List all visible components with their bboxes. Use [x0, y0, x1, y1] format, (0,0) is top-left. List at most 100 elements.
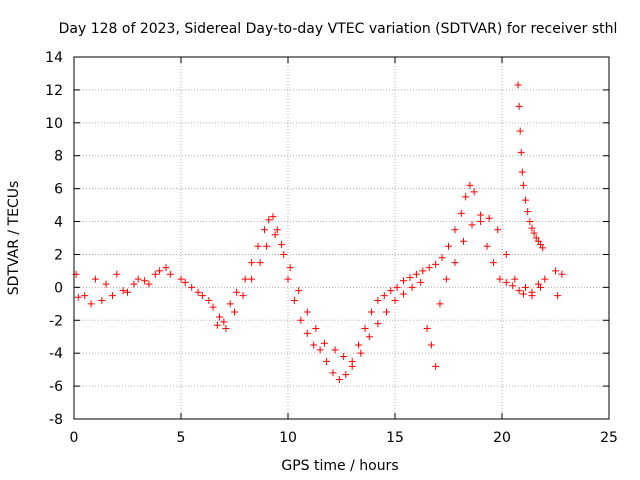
x-tick-label: 0	[70, 430, 79, 446]
y-tick-label: 12	[45, 83, 63, 99]
x-tick-label: 25	[600, 430, 618, 446]
data-point	[514, 81, 522, 89]
data-point	[526, 218, 534, 226]
data-point	[361, 325, 369, 332]
data-point	[271, 231, 279, 239]
data-point	[485, 214, 493, 222]
data-point	[109, 292, 117, 300]
data-point	[445, 242, 452, 250]
data-point	[335, 376, 343, 384]
data-point	[522, 196, 530, 204]
data-point	[320, 339, 328, 347]
y-tick-label: -8	[49, 412, 63, 428]
data-point	[342, 371, 350, 379]
data-point	[209, 303, 217, 311]
data-point	[380, 292, 388, 300]
data-point	[427, 341, 435, 349]
data-point	[329, 369, 337, 377]
data-point	[284, 275, 292, 283]
data-point	[124, 288, 131, 296]
data-point	[286, 264, 294, 272]
data-point	[412, 270, 420, 278]
x-tick-label: 10	[279, 430, 297, 446]
data-point	[87, 300, 95, 308]
data-point	[541, 275, 549, 283]
data-point	[216, 313, 224, 321]
y-tick-label: 6	[54, 182, 63, 198]
chart-title: Day 128 of 2023, Sidereal Day-to-day VTE…	[59, 21, 618, 37]
data-point	[374, 297, 382, 305]
y-tick-label: 4	[54, 215, 63, 231]
data-point	[425, 264, 433, 272]
data-point	[248, 275, 256, 283]
data-point	[316, 346, 324, 354]
data-point	[348, 362, 356, 370]
data-point	[98, 297, 106, 305]
series-2	[74, 211, 562, 370]
data-point	[74, 293, 82, 301]
data-point	[256, 259, 264, 267]
x-tick-label: 20	[493, 430, 511, 446]
data-point	[477, 218, 485, 226]
data-point	[263, 242, 271, 250]
data-point	[519, 290, 527, 298]
data-point	[323, 357, 331, 365]
data-point	[528, 224, 536, 232]
data-point	[451, 259, 459, 267]
data-point	[181, 278, 189, 286]
data-point	[269, 213, 277, 221]
data-point	[254, 242, 262, 250]
data-point	[511, 275, 519, 283]
data-point	[303, 329, 311, 337]
data-point	[489, 259, 497, 267]
y-tick-label: 0	[54, 280, 63, 296]
data-point	[91, 275, 99, 283]
data-point	[515, 287, 523, 295]
data-point	[233, 288, 241, 296]
data-point	[477, 211, 485, 219]
data-point	[509, 282, 517, 290]
data-point	[515, 102, 523, 110]
data-point	[406, 273, 414, 281]
data-point	[552, 267, 559, 275]
data-point	[222, 325, 230, 332]
data-point	[260, 226, 268, 234]
data-point	[442, 275, 450, 283]
y-tick-label: -2	[49, 313, 63, 329]
data-point	[522, 283, 530, 291]
y-tick-label: 8	[54, 149, 63, 165]
data-point	[166, 270, 174, 278]
data-point	[113, 270, 121, 278]
data-point	[367, 308, 375, 316]
data-point	[130, 280, 138, 288]
data-point	[81, 292, 89, 300]
data-point	[470, 188, 478, 196]
data-point	[459, 237, 467, 245]
data-point	[554, 292, 562, 300]
data-point	[423, 325, 431, 332]
x-axis-label: GPS time / hours	[281, 458, 398, 474]
data-point	[273, 226, 281, 234]
data-point	[374, 320, 382, 328]
data-point	[177, 275, 185, 283]
data-points	[72, 81, 566, 384]
data-point	[278, 241, 286, 249]
data-point	[451, 226, 459, 234]
axis-ticks: 0 5 10 15 20 25 -8 -6 -4 -2 0 2 4 6 8 10 12 14	[45, 50, 618, 446]
series-3	[514, 81, 547, 252]
data-point	[524, 208, 532, 216]
data-point	[528, 292, 536, 300]
data-point	[466, 181, 474, 189]
data-point	[265, 216, 273, 224]
data-point	[419, 267, 427, 275]
data-point	[462, 193, 470, 201]
data-point	[241, 275, 249, 283]
y-tick-label: 14	[45, 50, 63, 66]
data-point	[539, 244, 547, 252]
data-point	[387, 287, 395, 295]
data-point	[519, 181, 527, 189]
data-point	[417, 278, 425, 286]
data-point	[119, 287, 127, 295]
y-tick-label: 10	[45, 116, 63, 132]
